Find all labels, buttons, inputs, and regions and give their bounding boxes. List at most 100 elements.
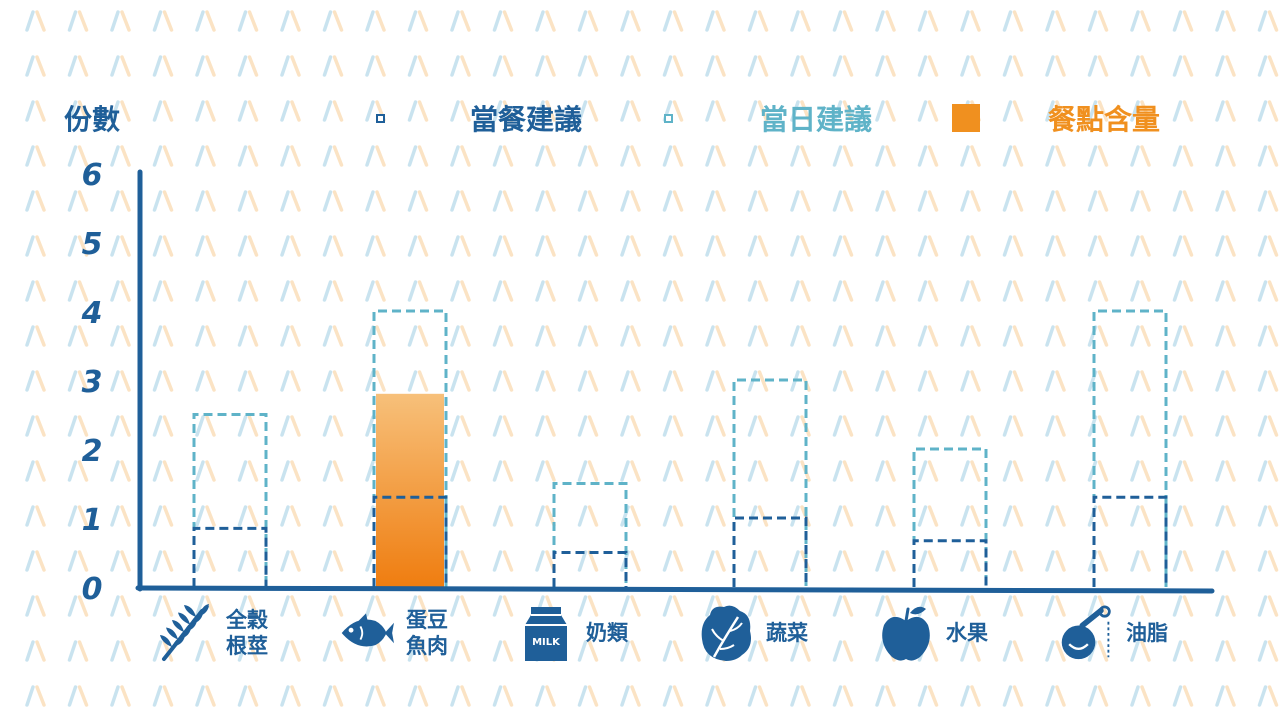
pattern-mark <box>322 460 344 482</box>
pattern-mark <box>832 100 854 122</box>
pattern-mark <box>705 10 726 32</box>
pattern-mark <box>492 550 514 572</box>
category-name: 蔬菜 <box>766 620 808 646</box>
pattern-mark <box>1215 415 1236 437</box>
pattern-mark <box>1172 235 1194 257</box>
pattern-mark <box>1257 595 1279 617</box>
pattern-mark <box>832 55 854 77</box>
pattern-mark <box>67 100 89 122</box>
pattern-mark <box>110 415 131 437</box>
pattern-mark <box>322 145 344 167</box>
pattern-mark <box>1045 640 1066 662</box>
pattern-mark <box>620 325 641 347</box>
pattern-mark <box>662 55 684 77</box>
pattern-mark <box>25 640 46 662</box>
pattern-mark <box>280 685 301 707</box>
pattern-mark <box>577 100 599 122</box>
pattern-mark <box>832 280 854 302</box>
pattern-mark <box>25 145 46 167</box>
pattern-mark <box>790 55 811 77</box>
pattern-mark <box>195 235 216 257</box>
category-name-line: 奶類 <box>586 620 628 645</box>
pattern-mark <box>1002 595 1024 617</box>
pattern-mark <box>280 100 301 122</box>
pattern-mark <box>1172 550 1194 572</box>
pattern-mark <box>1257 325 1279 347</box>
milk-carton-text: MILK <box>532 637 561 648</box>
pattern-mark <box>1257 55 1279 77</box>
apple-icon <box>878 603 934 663</box>
pattern-mark <box>577 55 599 77</box>
pattern-mark <box>1087 55 1109 77</box>
pattern-mark <box>280 325 301 347</box>
pattern-mark <box>195 370 216 392</box>
pattern-mark <box>620 235 641 257</box>
pattern-mark <box>407 685 429 707</box>
pattern-mark <box>152 190 174 212</box>
pattern-mark <box>917 550 939 572</box>
pattern-mark <box>662 280 684 302</box>
pattern-mark <box>280 55 301 77</box>
pattern-mark <box>1215 55 1236 77</box>
pattern-mark <box>535 460 556 482</box>
pattern-mark <box>1257 685 1279 707</box>
pattern-mark <box>1045 460 1066 482</box>
bar-daily-recommendation <box>192 413 268 587</box>
pattern-mark <box>492 280 514 302</box>
pattern-mark <box>1130 595 1151 617</box>
pattern-mark <box>1215 100 1236 122</box>
fish-icon <box>338 603 394 663</box>
pattern-mark <box>450 685 471 707</box>
pattern-mark <box>1130 550 1151 572</box>
pattern-mark <box>577 370 599 392</box>
pattern-mark <box>1215 280 1236 302</box>
legend-swatch-0 <box>376 98 385 138</box>
pattern-mark <box>832 235 854 257</box>
pattern-mark <box>365 10 386 32</box>
pattern-mark <box>152 370 174 392</box>
pattern-mark <box>577 10 599 32</box>
pattern-mark <box>450 55 471 77</box>
pattern-mark <box>1172 325 1194 347</box>
pattern-mark <box>280 415 301 437</box>
pattern-mark <box>535 415 556 437</box>
pattern-mark <box>747 550 769 572</box>
pattern-mark <box>280 595 301 617</box>
pattern-mark <box>152 145 174 167</box>
pattern-mark <box>195 595 216 617</box>
bar-meal-content <box>376 393 444 587</box>
pattern-mark <box>1172 55 1194 77</box>
category-label: 水果 <box>878 603 988 663</box>
pattern-mark <box>67 235 89 257</box>
pattern-mark <box>747 685 769 707</box>
pattern-mark <box>25 505 46 527</box>
legend-swatch-1 <box>664 98 673 138</box>
pattern-mark <box>960 640 981 662</box>
pattern-mark <box>237 55 259 77</box>
pattern-mark <box>790 640 811 662</box>
pattern-mark <box>662 415 684 437</box>
pattern-mark <box>1087 10 1109 32</box>
pattern-mark <box>960 325 981 347</box>
bar-daily-recommendation <box>912 447 988 587</box>
pattern-mark <box>25 370 46 392</box>
pattern-mark <box>960 415 981 437</box>
pattern-mark <box>195 100 216 122</box>
legend-label-1: 當日建議 <box>760 103 873 136</box>
pattern-mark <box>1002 100 1024 122</box>
pattern-mark <box>280 145 301 167</box>
pattern-mark <box>577 640 599 662</box>
pattern-mark <box>322 370 344 392</box>
pattern-mark <box>1045 145 1066 167</box>
pattern-mark <box>195 280 216 302</box>
pattern-mark <box>577 325 599 347</box>
pattern-mark <box>110 640 131 662</box>
pattern-mark <box>1130 280 1151 302</box>
bar-meal-recommendation <box>1092 495 1168 587</box>
pattern-mark <box>917 145 939 167</box>
pattern-mark <box>705 55 726 77</box>
pattern-mark <box>1130 685 1151 707</box>
pattern-mark <box>875 505 896 527</box>
pattern-mark <box>1002 415 1024 437</box>
pattern-mark <box>577 190 599 212</box>
